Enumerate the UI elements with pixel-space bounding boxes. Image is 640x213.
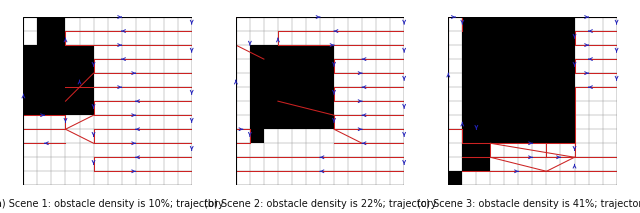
Bar: [24, 45, 93, 115]
Bar: [38, 17, 65, 45]
Bar: [250, 129, 264, 143]
Bar: [462, 143, 490, 171]
Text: (b) Scene 2: obstacle density is 22%; trajectory: (b) Scene 2: obstacle density is 22%; tr…: [204, 199, 436, 209]
Text: (c) Scene 3: obstacle density is 41%; trajectory: (c) Scene 3: obstacle density is 41%; tr…: [417, 199, 640, 209]
Text: (a) Scene 1: obstacle density is 10%; trajectory: (a) Scene 1: obstacle density is 10%; tr…: [0, 199, 223, 209]
Bar: [250, 45, 334, 129]
Bar: [448, 171, 462, 185]
Bar: [462, 17, 575, 143]
